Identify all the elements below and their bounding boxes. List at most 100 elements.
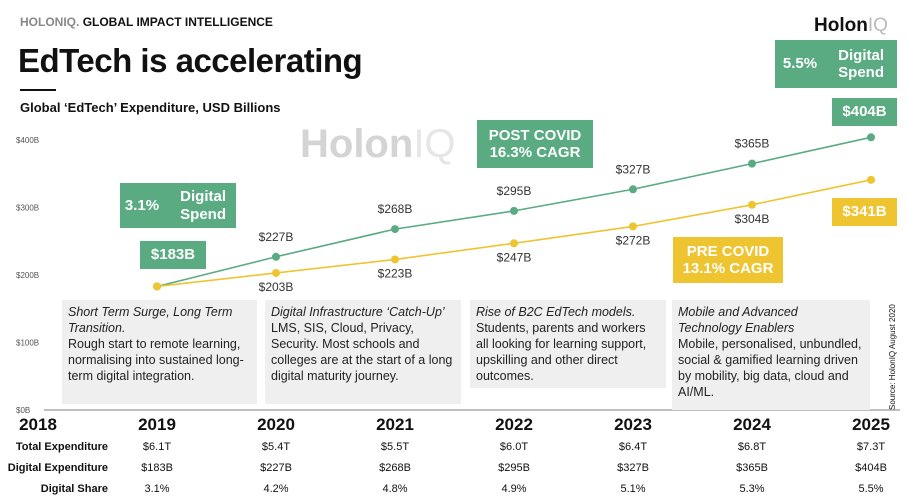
- badge-heading: POST COVID: [488, 126, 582, 144]
- table-cell: 4.2%: [263, 483, 289, 495]
- x-tick-label: 2025: [852, 415, 890, 434]
- post-data-label: $268B: [378, 202, 413, 216]
- post-data-point: [867, 133, 875, 142]
- table-cell: $295B: [498, 462, 530, 474]
- table-cell: $327B: [617, 462, 649, 474]
- y-tick-label: $100B: [16, 339, 39, 348]
- brand-line: HOLONIQ. GLOBAL IMPACT INTELLIGENCE: [20, 15, 273, 29]
- annotation-title: Mobile and Advanced Technology Enablers: [678, 305, 798, 335]
- watermark: HolonIQ: [300, 122, 456, 166]
- table-cell: $183B: [141, 462, 173, 474]
- annotation-box: Rise of B2C EdTech models. Students, pare…: [470, 300, 666, 388]
- pre-data-point: [272, 268, 280, 277]
- table-cell: 4.9%: [501, 483, 527, 495]
- post-data-label: $365B: [735, 137, 770, 151]
- annotation-body: LMS, SIS, Cloud, Privacy, Security. Most…: [271, 321, 453, 383]
- x-tick-label: 2018: [19, 415, 57, 434]
- pre-data-label: $304B: [735, 212, 770, 226]
- badge-label: Digital Spend: [180, 188, 227, 223]
- table-cell: $6.0T: [499, 441, 529, 453]
- table-cell: 5.1%: [620, 483, 646, 495]
- start-value-badge: $183B: [140, 241, 206, 269]
- annotation-box: Mobile and Advanced Technology Enablers M…: [672, 300, 870, 410]
- annotation-body: Mobile, personalised, unbundled, social …: [678, 337, 862, 399]
- badge-pct: 3.1%: [124, 196, 160, 214]
- table-cell: 5.3%: [739, 483, 765, 495]
- table-cell: $227B: [260, 462, 292, 474]
- table-cell: $6.4T: [618, 441, 648, 453]
- pre-data-point: [510, 239, 518, 248]
- table-cell: $6.8T: [737, 441, 767, 453]
- badge-cagr: 16.3% CAGR: [489, 144, 581, 161]
- badge-label: Digital Spend: [838, 46, 885, 81]
- post-data-label: $227B: [259, 230, 294, 244]
- pre-data-label: $247B: [497, 250, 532, 264]
- y-tick-label: $300B: [16, 204, 39, 213]
- pre-data-label: $203B: [259, 280, 294, 294]
- chart-subtitle: Global ‘EdTech’ Expenditure, USD Billion…: [20, 100, 281, 115]
- table-cell: $365B: [736, 462, 768, 474]
- table-cell: $6.1T: [142, 441, 172, 453]
- logo-iq: IQ: [867, 15, 888, 36]
- watermark-iq: IQ: [413, 122, 456, 166]
- brand-name: HOLONIQ.: [20, 15, 80, 29]
- x-tick-label: 2023: [614, 415, 652, 434]
- table-row-label: Digital Expenditure: [7, 462, 108, 474]
- post-data-label: $295B: [497, 184, 532, 198]
- pre-covid-badge: PRE COVID 13.1% CAGR: [673, 237, 783, 283]
- post-covid-badge: POST COVID 16.3% CAGR: [477, 120, 593, 168]
- annotation-box: Digital Infrastructure ‘Catch-Up’ LMS, SI…: [265, 300, 461, 404]
- badge-cagr: 13.1% CAGR: [682, 260, 774, 277]
- pre-data-point: [867, 175, 875, 184]
- x-tick-label: 2021: [376, 415, 414, 434]
- watermark-text: Holon: [300, 122, 414, 166]
- y-tick-label: $400B: [16, 136, 39, 145]
- post-data-point: [391, 225, 399, 234]
- pre-data-point: [748, 200, 756, 209]
- pre-data-point: [629, 222, 637, 231]
- table-cell: 3.1%: [144, 483, 170, 495]
- table-cell: $7.3T: [856, 441, 886, 453]
- source-note: Source: HolonIQ August 2020: [888, 304, 897, 410]
- post-data-point: [510, 206, 518, 215]
- post-data-point: [272, 252, 280, 261]
- post-data-point: [748, 159, 756, 168]
- title-rule: [20, 89, 56, 91]
- annotation-body: Students, parents and workers all lookin…: [476, 321, 647, 383]
- table-cell: $5.5T: [380, 441, 410, 453]
- table-cell: $268B: [379, 462, 411, 474]
- pre-data-point: [153, 282, 161, 291]
- annotation-title: Digital Infrastructure ‘Catch-Up’: [271, 305, 445, 319]
- badge-pct: 5.5%: [782, 55, 818, 73]
- annotation-box: Short Term Surge, Long Term Transition. R…: [62, 300, 257, 404]
- x-tick-label: 2020: [257, 415, 295, 434]
- table-cell: 5.5%: [858, 483, 884, 495]
- table-row-label: Total Expenditure: [15, 441, 108, 453]
- annotation-title: Short Term Surge, Long Term Transition.: [68, 305, 233, 335]
- y-tick-label: $200B: [16, 271, 39, 280]
- pre-end-value-badge: $341B: [832, 198, 897, 226]
- x-tick-label: 2022: [495, 415, 533, 434]
- brand-tagline: GLOBAL IMPACT INTELLIGENCE: [82, 15, 273, 29]
- holoniq-logo: HolonIQ: [814, 15, 888, 37]
- post-data-label: $327B: [616, 162, 651, 176]
- pre-data-label: $223B: [378, 266, 413, 280]
- end-share-badge: 5.5% Digital Spend: [775, 40, 897, 88]
- page-title: EdTech is accelerating: [18, 42, 363, 79]
- y-tick-label: $0B: [16, 406, 30, 415]
- annotation-body: Rough start to remote learning, normalis…: [68, 337, 244, 383]
- start-share-badge: 3.1% Digital Spend: [120, 183, 236, 228]
- pre-data-point: [391, 255, 399, 264]
- table-cell: 4.8%: [382, 483, 408, 495]
- table-cell: $404B: [855, 462, 887, 474]
- x-tick-label: 2024: [733, 415, 771, 434]
- logo-text: Holon: [814, 15, 868, 36]
- badge-heading: PRE COVID: [686, 242, 770, 260]
- end-value-badge: $404B: [832, 98, 897, 126]
- table-row-label: Digital Share: [40, 483, 108, 495]
- x-tick-label: 2019: [138, 415, 176, 434]
- table-cell: $5.4T: [261, 441, 291, 453]
- post-data-point: [629, 185, 637, 194]
- annotation-title: Rise of B2C EdTech models.: [476, 305, 636, 319]
